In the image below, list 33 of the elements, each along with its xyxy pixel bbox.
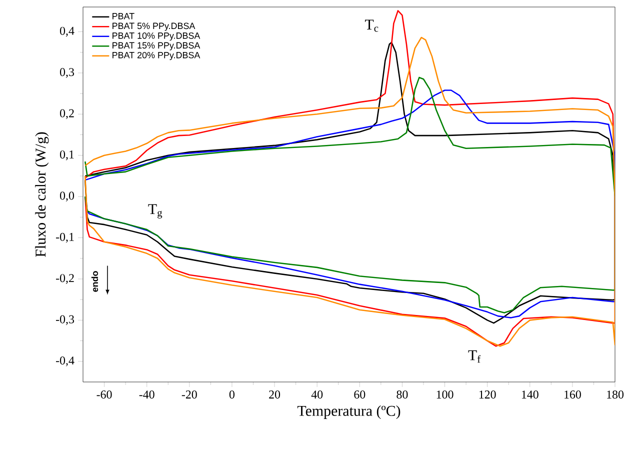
y-tick-label: 0,2 [60,109,74,120]
annotation: T$_{c}$ [365,20,378,32]
y-tick-label: 0,3 [60,68,74,78]
y-tick-label: -0,3 [56,315,74,326]
legend-label: PBAT 15% PPy.DBSA [112,42,200,50]
y-tick-label: -0,2 [56,274,74,284]
x-axis-title: Temperatura (ºC) [297,405,400,419]
annotation: T$_{g}$ [148,204,162,218]
y-tick-label: 0,0 [60,192,74,202]
x-tick-label: 40 [311,390,323,399]
legend-label: PBAT 20% PPy.DBSA [112,52,200,60]
x-tick-label: 0 [229,390,234,399]
x-tick-label: -40 [139,390,154,399]
y-tick-label: 0,4 [60,26,74,37]
annotation: endo [91,271,98,292]
x-tick-label: 140 [522,390,538,399]
legend-label: PBAT 5% PPy.DBSA [112,22,196,31]
legend-label: PBAT 10% PPy.DBSA [112,32,200,41]
x-tick-label: 80 [396,390,408,399]
annotation: T$_{f}$ [468,350,481,363]
x-tick-label: 60 [354,390,366,399]
y-axis-title: Fluxo de calor (W/g) [35,132,49,257]
y-tick-label: -0,1 [56,232,74,243]
x-tick-label: 20 [269,390,280,399]
x-tick-label: 180 [607,390,624,399]
x-tick-label: 160 [564,390,581,399]
x-tick-label: -60 [96,390,112,399]
legend-label: PBAT [112,13,134,20]
y-tick-label: 0,1 [60,150,74,160]
y-tick-label: -0,4 [56,356,74,366]
x-tick-label: 100 [436,390,454,399]
x-tick-label: -20 [182,390,197,399]
x-tick-label: 120 [479,390,496,399]
